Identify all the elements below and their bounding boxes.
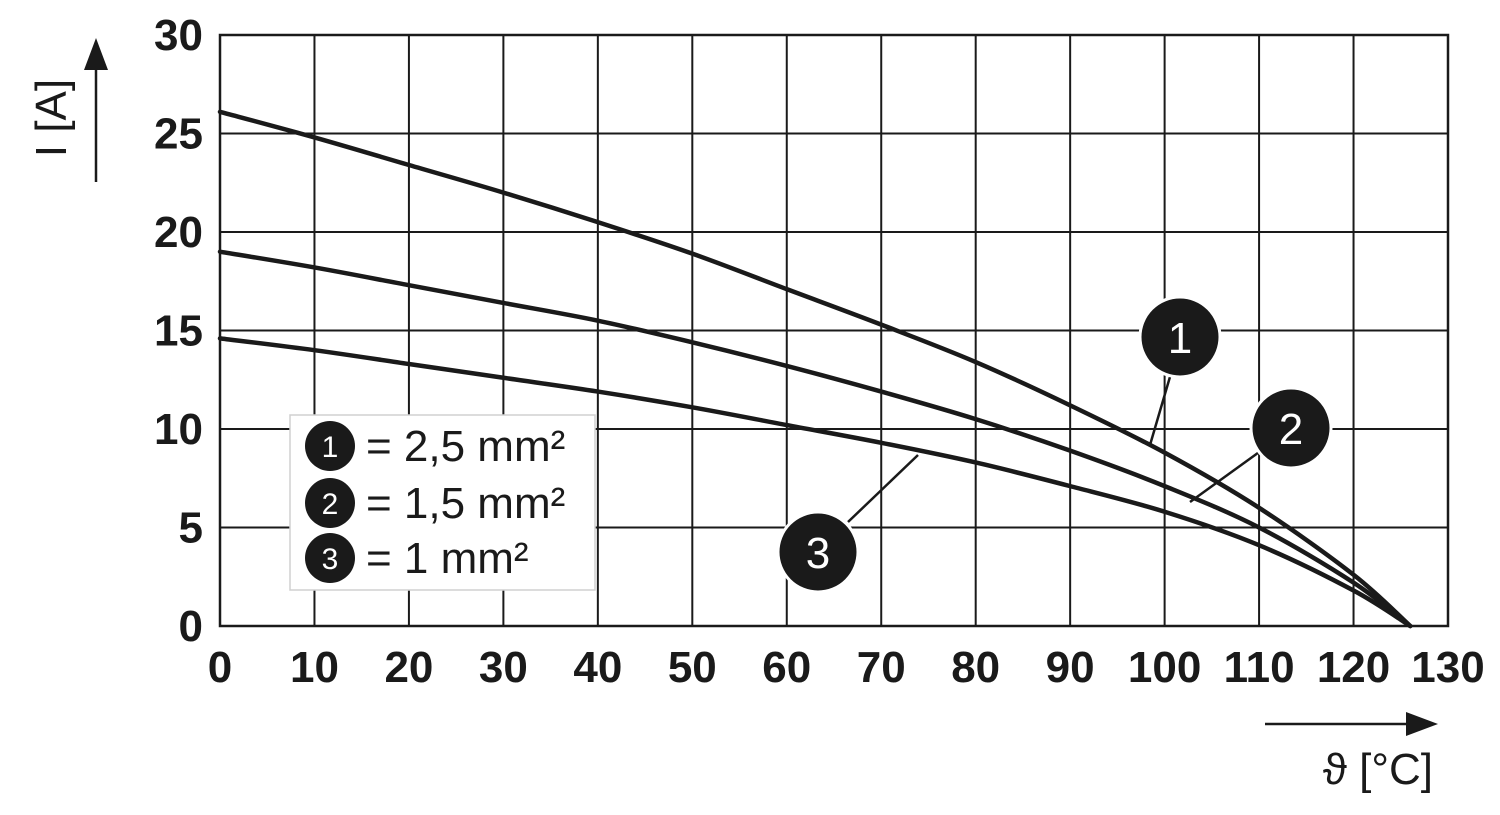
- x-tick-label-6: 60: [762, 643, 811, 692]
- x-tick-label-8: 80: [951, 643, 1000, 692]
- callout-line-2: [1189, 448, 1263, 504]
- x-tick-label-10: 100: [1128, 643, 1201, 692]
- series-callouts: 1 2 3: [776, 295, 1333, 594]
- x-tick-label-0: 0: [208, 643, 232, 692]
- y-tick-label-5: 25: [154, 110, 203, 159]
- series-badge-1: [1138, 295, 1222, 379]
- legend-item-1: 1 = 2,5 mm²: [305, 421, 565, 471]
- y-axis-label: I [A]: [27, 79, 76, 157]
- x-axis-label: ϑ [°C]: [1323, 745, 1433, 794]
- y-tick-label-2: 10: [154, 405, 203, 454]
- series-line-3: [217, 336, 1413, 629]
- series-badge-3-label: 3: [806, 529, 830, 578]
- legend-badge-1: [305, 421, 355, 471]
- callout-line-1: [1148, 369, 1174, 446]
- series-badge-3: [776, 510, 860, 594]
- x-tick-labels: 0 10 20 30 40 50 60 70 80 90 100 110 120 130: [208, 643, 1485, 692]
- y-tick-label-3: 15: [154, 307, 203, 356]
- y-tick-label-0: 0: [179, 602, 203, 651]
- y-axis-arrow-icon: [84, 38, 108, 70]
- series-line-1: [217, 109, 1413, 629]
- x-tick-label-2: 20: [384, 643, 433, 692]
- y-tick-label-1: 5: [179, 504, 203, 553]
- series-line-2: [217, 249, 1413, 629]
- x-axis-arrow-icon: [1406, 712, 1438, 736]
- x-tick-label-3: 30: [479, 643, 528, 692]
- x-tick-label-11: 110: [1224, 643, 1295, 692]
- series-badge-2-label: 2: [1279, 405, 1303, 454]
- x-tick-label-12: 120: [1317, 643, 1390, 692]
- legend-item-1-label: = 2,5 mm²: [366, 422, 565, 471]
- y-tick-label-6: 30: [154, 11, 203, 60]
- plot-frame: [218, 33, 1450, 628]
- x-tick-label-1: 10: [290, 643, 339, 692]
- series-lines: [217, 109, 1413, 629]
- series-badge-2: [1249, 386, 1333, 470]
- legend-badge-3-label: 3: [322, 543, 339, 576]
- legend-badge-2: [305, 478, 355, 528]
- x-tick-label-7: 70: [857, 643, 906, 692]
- legend: 1 = 2,5 mm² 2 = 1,5 mm² 3 = 1 mm²: [289, 414, 596, 591]
- legend-item-2-label: = 1,5 mm²: [366, 479, 565, 528]
- x-tick-label-4: 40: [573, 643, 622, 692]
- x-tick-label-9: 90: [1046, 643, 1095, 692]
- series-badge-1-label: 1: [1168, 314, 1192, 363]
- x-tick-label-13: 130: [1411, 643, 1484, 692]
- legend-badge-2-label: 2: [322, 488, 339, 521]
- callout-line-3: [847, 454, 919, 523]
- legend-item-3-label: = 1 mm²: [366, 534, 529, 583]
- legend-badge-3: [305, 533, 355, 583]
- y-tick-label-4: 20: [154, 208, 203, 257]
- y-tick-labels: 0 5 10 15 20 25 30: [154, 11, 203, 651]
- legend-item-2: 2 = 1,5 mm²: [305, 478, 565, 528]
- x-tick-label-5: 50: [668, 643, 717, 692]
- legend-badge-1-label: 1: [322, 431, 339, 464]
- legend-item-3: 3 = 1 mm²: [305, 533, 529, 583]
